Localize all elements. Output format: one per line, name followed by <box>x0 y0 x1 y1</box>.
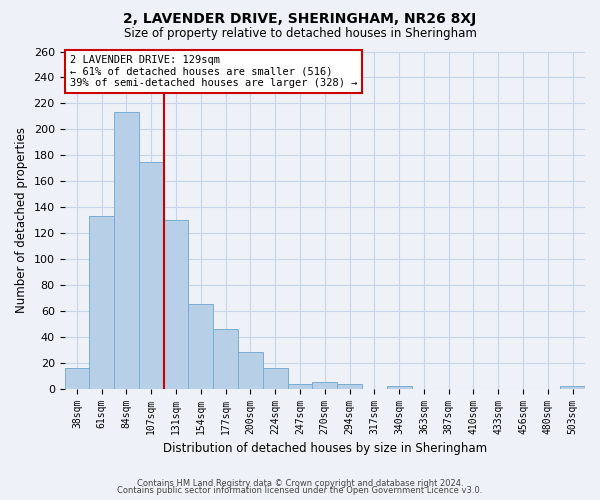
Bar <box>387 386 412 388</box>
Text: Contains public sector information licensed under the Open Government Licence v3: Contains public sector information licen… <box>118 486 482 495</box>
Bar <box>337 384 362 388</box>
Bar <box>238 352 263 388</box>
Bar <box>139 162 164 388</box>
Bar <box>114 112 139 388</box>
Bar <box>89 216 114 388</box>
Bar <box>313 382 337 388</box>
Text: 2 LAVENDER DRIVE: 129sqm
← 61% of detached houses are smaller (516)
39% of semi-: 2 LAVENDER DRIVE: 129sqm ← 61% of detach… <box>70 55 357 88</box>
Bar <box>560 386 585 388</box>
Text: Size of property relative to detached houses in Sheringham: Size of property relative to detached ho… <box>124 28 476 40</box>
Text: 2, LAVENDER DRIVE, SHERINGHAM, NR26 8XJ: 2, LAVENDER DRIVE, SHERINGHAM, NR26 8XJ <box>124 12 476 26</box>
Y-axis label: Number of detached properties: Number of detached properties <box>15 127 28 313</box>
Bar <box>164 220 188 388</box>
Bar <box>287 384 313 388</box>
Text: Contains HM Land Registry data © Crown copyright and database right 2024.: Contains HM Land Registry data © Crown c… <box>137 478 463 488</box>
Bar <box>188 304 213 388</box>
Bar <box>213 329 238 388</box>
Bar <box>65 368 89 388</box>
X-axis label: Distribution of detached houses by size in Sheringham: Distribution of detached houses by size … <box>163 442 487 455</box>
Bar <box>263 368 287 388</box>
